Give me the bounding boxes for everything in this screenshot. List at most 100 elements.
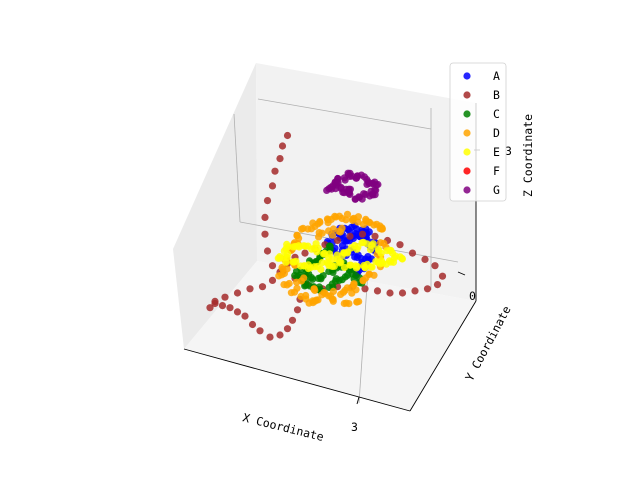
point-D-16-2	[278, 263, 286, 272]
y-axis-label: Y Coordinate	[462, 303, 513, 383]
point-B-50	[263, 247, 272, 255]
point-E-23-2	[346, 261, 354, 269]
point-B-56	[276, 155, 284, 163]
point-D-28-2	[359, 276, 367, 284]
point-B-35	[438, 272, 447, 280]
point-D-9-2	[366, 219, 374, 227]
point-E-30-2	[292, 257, 300, 265]
point-G-7-2	[360, 173, 369, 181]
point-B-54	[268, 182, 277, 190]
point-D-40-2	[340, 299, 348, 308]
point-B-29	[371, 232, 379, 240]
series-E	[274, 238, 406, 273]
point-B-39	[398, 289, 407, 297]
x-tick-label: 3	[351, 420, 358, 434]
point-B-55	[271, 167, 279, 175]
legend-label-B: B	[493, 88, 500, 102]
point-E-21-2	[361, 263, 369, 271]
point-G-14-2	[351, 195, 360, 203]
point-E-15-2	[388, 249, 397, 257]
point-E-1-2	[283, 240, 291, 248]
grid-z-top	[257, 98, 432, 130]
legend-label-G: G	[493, 183, 500, 197]
point-C-8-2	[309, 275, 317, 283]
point-D-39-2	[329, 297, 337, 305]
point-B-10	[226, 304, 234, 312]
point-E-24-2	[336, 259, 344, 267]
legend-marker-E	[463, 148, 471, 156]
point-G-10-1	[372, 181, 380, 189]
point-D-35-2	[336, 228, 344, 236]
legend-label-D: D	[493, 126, 500, 140]
point-D-38-2	[310, 285, 318, 293]
point-D-27-1	[352, 286, 360, 294]
point-B-14	[211, 297, 219, 305]
point-B-2	[288, 316, 297, 324]
point-E-31-2	[283, 253, 291, 261]
legend-label-E: E	[493, 145, 500, 159]
z-tick-label: 3	[505, 144, 512, 158]
point-E-29-2	[300, 262, 308, 270]
pane-floor	[184, 261, 476, 411]
point-B-5	[266, 333, 274, 341]
z-axis-label: Z Coordinate	[521, 114, 535, 197]
point-E-6-2	[320, 249, 329, 257]
point-E-5-2	[314, 244, 322, 252]
point-E-20-2	[368, 263, 376, 271]
point-A-9-2	[352, 225, 360, 233]
x-axis-label: X Coordinate	[241, 410, 325, 444]
point-D-22-2	[312, 296, 320, 304]
point-B-4	[276, 331, 284, 339]
point-B-38	[411, 287, 419, 295]
legend-label-F: F	[493, 164, 500, 178]
point-B-58	[283, 131, 292, 140]
point-E-26-1	[318, 259, 326, 267]
point-D-17-2	[275, 272, 283, 280]
series-G	[323, 169, 382, 203]
point-D-37-2	[300, 274, 308, 282]
point-D-21-2	[305, 299, 313, 307]
point-B-19	[268, 276, 277, 284]
point-B-31	[396, 241, 404, 249]
y-tick-label: 0	[469, 289, 476, 303]
point-A-11-2	[365, 228, 373, 236]
point-B-41	[373, 287, 382, 295]
point-B-13	[206, 304, 214, 312]
point-E-22-2	[352, 264, 361, 272]
point-B-57	[278, 142, 287, 150]
point-D-7-2	[354, 213, 362, 221]
point-B-51	[261, 230, 269, 238]
legend-box	[449, 62, 507, 202]
point-D-34-2	[328, 231, 337, 239]
point-E-25-1	[330, 262, 338, 270]
point-E-11-2	[358, 239, 366, 247]
point-D-18-2	[283, 281, 291, 289]
point-B-34	[431, 262, 439, 270]
point-E-16-2	[398, 254, 406, 263]
point-D-19-2	[293, 284, 301, 292]
y-axis-line	[409, 300, 477, 412]
point-D-29-2	[370, 271, 378, 279]
legend-marker-D	[463, 129, 471, 137]
point-E-32-2	[276, 254, 284, 262]
point-C-14-2	[341, 273, 349, 281]
point-B-33	[421, 255, 429, 263]
point-C-9-2	[319, 271, 327, 280]
pane-left	[173, 63, 257, 349]
point-E-13-2	[374, 245, 382, 253]
point-B-18	[258, 283, 267, 291]
point-B-3	[283, 325, 292, 333]
legend-marker-F	[463, 167, 471, 175]
point-B-15	[221, 293, 229, 301]
point-E-9-2	[344, 248, 352, 256]
point-B-28	[358, 230, 367, 238]
point-B-27	[346, 232, 354, 240]
legend-marker-B	[463, 91, 471, 99]
point-B-16	[233, 289, 242, 297]
point-B-32	[408, 249, 417, 257]
point-D-41-2	[353, 298, 361, 306]
point-B-6	[256, 327, 264, 335]
point-B-37	[423, 285, 432, 293]
